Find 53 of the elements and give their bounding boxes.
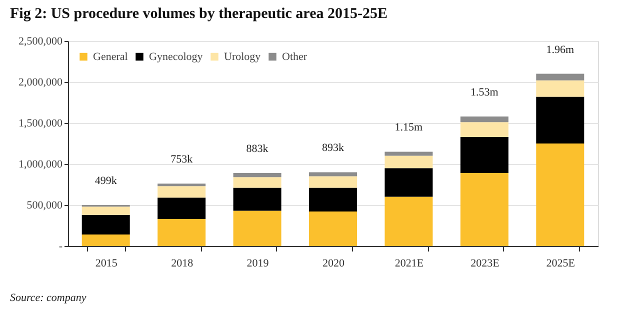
bar [384, 156, 433, 168]
bar [309, 172, 357, 176]
legend-label: General [93, 50, 128, 63]
y-tick-label: 2,000,000 [18, 76, 63, 88]
bar [82, 214, 130, 235]
bar [82, 206, 130, 215]
x-tick-label: 2023E [470, 258, 500, 270]
legend-label: Other [282, 50, 308, 63]
bar [384, 152, 433, 156]
annotation: 1.53m [470, 86, 499, 98]
annotation: 499k [94, 175, 118, 187]
y-tick-label: 1,500,000 [18, 118, 63, 130]
bar [233, 188, 282, 211]
annotation: 1.96m [546, 44, 574, 56]
bar [158, 218, 206, 246]
bar [536, 80, 584, 97]
y-tick-label: - [58, 240, 63, 252]
bar [309, 188, 357, 212]
chart-title: Fig 2: US procedure volumes by therapeutic area 2015-25E [10, 6, 388, 22]
bar [309, 212, 357, 246]
y-tick-label: 2,500,000 [18, 36, 63, 48]
y-tick-label: 500,000 [26, 200, 63, 212]
x-tick-label: 2019 [246, 258, 270, 270]
bar [158, 184, 206, 186]
bar [460, 122, 508, 137]
annotation: 753k [170, 154, 194, 166]
x-tick-label: 2021E [394, 258, 424, 270]
bar [536, 74, 584, 80]
bar [384, 168, 433, 197]
bar [309, 176, 357, 188]
bar [233, 173, 282, 178]
bar [460, 136, 508, 174]
legend-label: Urology [224, 50, 262, 63]
annotation: 893k [322, 142, 344, 154]
bar [536, 144, 584, 246]
annotation: 883k [246, 143, 269, 156]
bar [233, 210, 282, 246]
bar [460, 173, 508, 246]
x-tick-label: 2020 [322, 258, 345, 270]
annotation: 1.15m [394, 122, 424, 134]
bar [460, 116, 508, 122]
bar [82, 234, 130, 246]
x-tick-label: 2025E [546, 258, 576, 270]
bar [233, 177, 282, 188]
bar [384, 196, 433, 246]
bar [536, 96, 584, 144]
legend-label: Gynecology [149, 50, 204, 63]
bar [158, 198, 206, 219]
y-tick-label: 1,000,000 [18, 158, 63, 170]
source-note: Source: company [10, 292, 86, 304]
x-tick-label: 2018 [171, 258, 194, 270]
x-tick-label: 2015 [95, 258, 118, 270]
bar [158, 186, 206, 198]
